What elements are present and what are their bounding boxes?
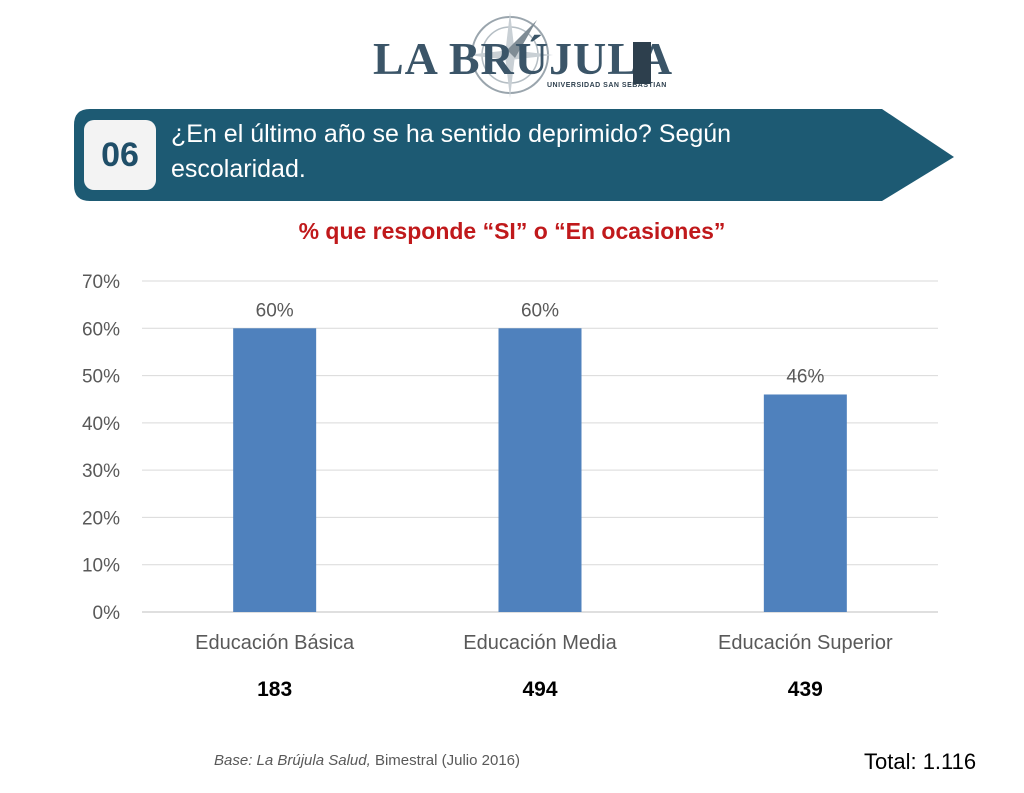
bar: [233, 328, 317, 612]
logo-text: LA BRÚJULA: [373, 33, 674, 84]
source-rest: Bimestral (Julio 2016): [370, 752, 521, 769]
logo-badge: [633, 42, 651, 84]
logo: LA BRÚJULA UNIVERSIDAD SAN SEBASTIAN: [365, 10, 672, 100]
y-tick-label: 30%: [82, 461, 120, 482]
bar: [763, 394, 847, 612]
category-label: Educación Superior: [718, 632, 893, 654]
y-tick-label: 10%: [82, 556, 120, 577]
y-tick-label: 0%: [93, 603, 121, 624]
question-number: 06: [84, 120, 156, 190]
logo-subtext: UNIVERSIDAD SAN SEBASTIAN: [547, 82, 667, 89]
total-count: Total: 1.116: [864, 749, 977, 774]
question-banner: [74, 109, 954, 201]
source-note: Base: La Brújula Salud, Bimestral (Julio…: [214, 752, 520, 769]
data-label: 60%: [521, 300, 559, 321]
source-italic: Base: La Brújula Salud,: [214, 752, 371, 769]
y-tick-label: 20%: [82, 508, 120, 529]
sample-size-superior: 439: [787, 678, 823, 701]
y-tick-label: 60%: [82, 319, 120, 340]
compass-icon: [467, 12, 553, 98]
sample-size-media: 494: [522, 678, 558, 701]
question-text: ¿En el último año se ha sentido deprimid…: [171, 120, 732, 183]
category-label: Educación Básica: [195, 632, 355, 654]
y-tick-label: 70%: [82, 272, 120, 293]
data-label: 60%: [256, 300, 294, 321]
data-label: 46%: [786, 366, 824, 387]
y-tick-label: 50%: [82, 367, 120, 388]
y-tick-label: 40%: [82, 414, 120, 435]
sample-size-basica: 183: [257, 678, 293, 701]
category-label: Educación Media: [463, 632, 617, 654]
bar: [498, 328, 582, 612]
chart-title: % que responde “SI” o “En ocasiones”: [298, 218, 726, 244]
